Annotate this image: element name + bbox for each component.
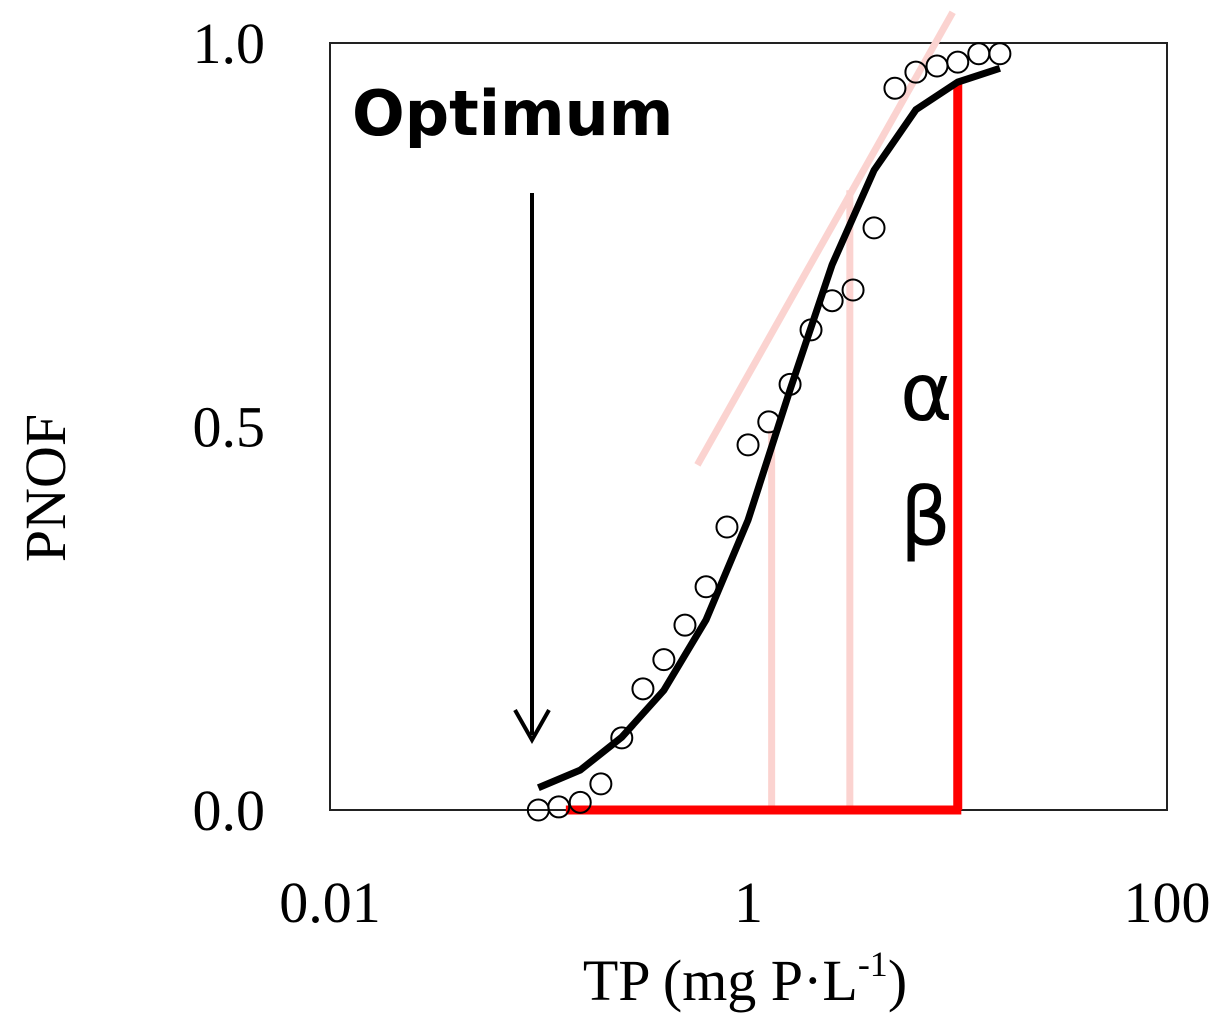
x-label-end: ) [888,948,907,1013]
point [862,216,886,240]
arrow-head [513,709,551,745]
point [904,60,928,84]
point [946,50,970,74]
plot-frame [329,42,1168,811]
point [841,278,865,302]
annotation: β [900,471,951,564]
annotation: α [900,346,953,439]
point [988,42,1012,66]
point [547,795,571,819]
point [568,790,592,814]
annotation: Optimum [352,77,673,150]
y-tick-label: 0.0 [193,778,266,843]
point [589,772,613,796]
x-axis-label: TP (mg P·L-1) [583,944,907,1013]
y-tick-label: 1.0 [193,11,266,76]
point [925,54,949,78]
point [883,76,907,100]
line [536,64,1001,791]
point [736,433,760,457]
y-axis-label: PNOF [13,414,78,562]
point [967,42,991,66]
x-tick-label: 1 [734,870,763,935]
x-label-sup: -1 [858,944,888,984]
y-tick-label: 0.5 [193,395,266,460]
x-label-text: TP (mg P·L [583,948,858,1013]
point [715,515,739,539]
point [610,726,634,750]
point [652,648,676,672]
x-tick-label: 0.01 [279,870,381,935]
line [694,10,956,467]
point [631,677,655,701]
point [673,613,697,637]
x-tick-label: 100 [1124,870,1211,935]
